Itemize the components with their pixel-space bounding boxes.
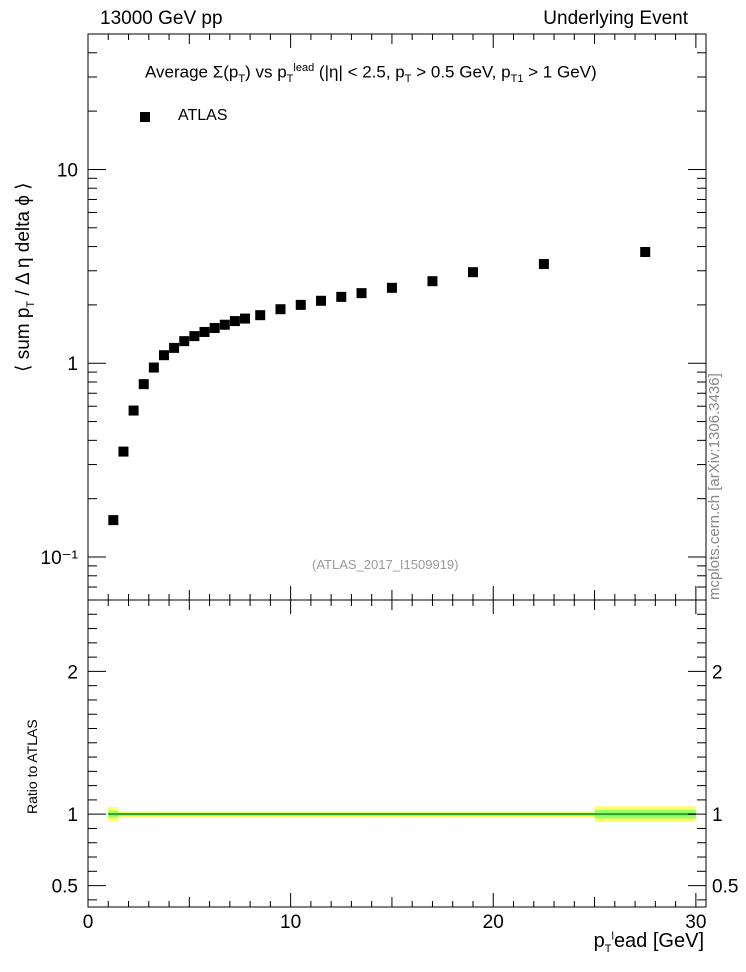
data-point	[336, 291, 347, 302]
ratio-tick-label-right: 2	[712, 662, 723, 683]
ratio-axis-label: Ratio to ATLAS	[24, 719, 40, 814]
plot-title: Average Σ(pT) vs pTlead (|η| < 2.5, pT >…	[145, 62, 597, 86]
ratio-tick-label-left: 0.5	[52, 877, 78, 898]
data-point	[240, 313, 251, 324]
ratio-tick-label-left: 2	[67, 662, 78, 683]
data-point	[538, 259, 549, 270]
data-point	[316, 295, 327, 306]
y-tick-label: 1	[67, 354, 78, 375]
data-point	[118, 446, 129, 457]
data-point	[427, 276, 438, 287]
data-point	[179, 336, 190, 347]
data-point	[148, 362, 159, 373]
y-tick-label: 10	[57, 160, 78, 181]
data-point	[229, 316, 240, 327]
ratio-tick-label-left: 1	[67, 805, 78, 826]
data-point	[275, 304, 286, 315]
data-point	[169, 342, 180, 353]
x-tick-label: 20	[483, 912, 504, 933]
legend-marker	[140, 112, 150, 122]
ratio-tick-label-right: 0.5	[712, 877, 738, 898]
data-point	[219, 319, 230, 330]
x-axis-label: pTlead [GeV]	[593, 930, 704, 955]
watermark: mcplots.cern.ch [arXiv:1306.3436]	[706, 373, 723, 600]
data-point	[199, 326, 210, 337]
data-point	[640, 246, 651, 257]
data-point	[295, 299, 306, 310]
data-point	[467, 267, 478, 278]
data-point	[386, 282, 397, 293]
data-point	[128, 405, 139, 416]
x-tick-label: 10	[280, 912, 301, 933]
header-left: 13000 GeV pp	[100, 8, 223, 29]
header-right: Underlying Event	[543, 8, 688, 29]
x-tick-label: 30	[685, 912, 706, 933]
data-point	[138, 379, 149, 390]
data-point	[255, 310, 266, 321]
data-point	[356, 288, 367, 299]
y-tick-label: 10⁻¹	[41, 548, 79, 569]
data-point	[189, 331, 200, 342]
data-point	[108, 515, 119, 526]
data-point	[209, 322, 220, 333]
x-tick-label: 0	[83, 912, 94, 933]
data-point	[158, 350, 169, 361]
legend-label: ATLAS	[178, 107, 228, 124]
analysis-label: (ATLAS_2017_I1509919)	[312, 557, 459, 572]
y-axis-label: ⟨ sum pT / Δ η delta ϕ ⟩	[13, 182, 37, 372]
ratio-plot-frame	[87, 599, 707, 908]
ratio-tick-label-right: 1	[712, 805, 723, 826]
